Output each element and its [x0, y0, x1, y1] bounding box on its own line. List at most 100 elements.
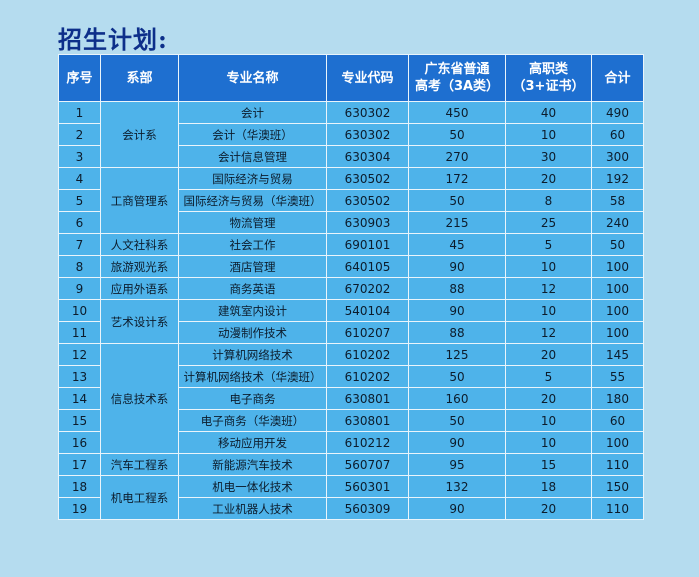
cell-major-code: 630801 — [326, 387, 409, 410]
cell-guangdong-exam-quota: 132 — [408, 475, 506, 498]
cell-major-name: 计算机网络技术 — [178, 343, 327, 366]
cell-total: 110 — [591, 497, 644, 520]
cell-major-code: 540104 — [326, 299, 409, 322]
header-major-name: 专业名称 — [178, 54, 327, 102]
cell-higher-vocational-quota: 10 — [505, 299, 592, 322]
cell-total: 100 — [591, 277, 644, 300]
cell-major-name: 会计信息管理 — [178, 145, 327, 168]
cell-total: 100 — [591, 255, 644, 278]
cell-major-code: 610207 — [326, 321, 409, 344]
header-total: 合计 — [591, 54, 644, 102]
cell-department: 应用外语系 — [100, 277, 179, 300]
cell-higher-vocational-quota: 10 — [505, 431, 592, 454]
cell-major-code: 560309 — [326, 497, 409, 520]
cell-department: 机电工程系 — [100, 475, 179, 520]
table-row: 17 汽车工程系 新能源汽车技术 560707 95 15 110 — [58, 453, 644, 476]
cell-seq: 6 — [58, 211, 101, 234]
cell-higher-vocational-quota: 12 — [505, 321, 592, 344]
cell-seq: 9 — [58, 277, 101, 300]
cell-major-code: 630304 — [326, 145, 409, 168]
cell-higher-vocational-quota: 30 — [505, 145, 592, 168]
header-higher-vocational-line1: 高职类 — [528, 62, 568, 77]
header-guangdong-exam: 广东省普通 高考（3A类） — [408, 54, 506, 102]
cell-seq: 12 — [58, 343, 101, 366]
enrollment-plan-table: 序号 系部 专业名称 专业代码 广东省普通 高考（3A类） 高职类 （3+证书）… — [58, 54, 644, 520]
cell-total: 300 — [591, 145, 644, 168]
table-row: 7 人文社科系 社会工作 690101 45 5 50 — [58, 233, 644, 256]
cell-major-name: 国际经济与贸易 — [178, 167, 327, 190]
cell-major-code: 610212 — [326, 431, 409, 454]
cell-guangdong-exam-quota: 90 — [408, 431, 506, 454]
cell-total: 55 — [591, 365, 644, 388]
table-body: 1 会计系 会计 630302 450 40 490 2 会计（华澳班） 630302 50 10 60… — [58, 101, 644, 520]
cell-total: 100 — [591, 299, 644, 322]
cell-higher-vocational-quota: 8 — [505, 189, 592, 212]
cell-guangdong-exam-quota: 450 — [408, 101, 506, 124]
cell-guangdong-exam-quota: 45 — [408, 233, 506, 256]
cell-total: 50 — [591, 233, 644, 256]
cell-major-code: 630302 — [326, 101, 409, 124]
header-seq: 序号 — [58, 54, 101, 102]
cell-guangdong-exam-quota: 270 — [408, 145, 506, 168]
cell-total: 240 — [591, 211, 644, 234]
cell-total: 150 — [591, 475, 644, 498]
cell-total: 110 — [591, 453, 644, 476]
cell-major-name: 酒店管理 — [178, 255, 327, 278]
cell-seq: 17 — [58, 453, 101, 476]
cell-department: 汽车工程系 — [100, 453, 179, 476]
cell-major-name: 会计 — [178, 101, 327, 124]
header-higher-vocational: 高职类 （3+证书） — [505, 54, 592, 102]
table-row: 5 国际经济与贸易（华澳班） 630502 50 8 58 — [58, 189, 644, 212]
cell-major-code: 560707 — [326, 453, 409, 476]
cell-major-name: 机电一体化技术 — [178, 475, 327, 498]
table-row: 3 会计信息管理 630304 270 30 300 — [58, 145, 644, 168]
cell-major-code: 610202 — [326, 365, 409, 388]
header-higher-vocational-line2: （3+证书） — [512, 79, 585, 94]
cell-total: 192 — [591, 167, 644, 190]
cell-seq: 19 — [58, 497, 101, 520]
cell-major-code: 630502 — [326, 167, 409, 190]
cell-department: 旅游观光系 — [100, 255, 179, 278]
cell-higher-vocational-quota: 20 — [505, 497, 592, 520]
cell-guangdong-exam-quota: 50 — [408, 123, 506, 146]
cell-department: 人文社科系 — [100, 233, 179, 256]
cell-guangdong-exam-quota: 50 — [408, 409, 506, 432]
cell-major-name: 建筑室内设计 — [178, 299, 327, 322]
cell-guangdong-exam-quota: 95 — [408, 453, 506, 476]
cell-major-name: 动漫制作技术 — [178, 321, 327, 344]
table-row: 13 计算机网络技术（华澳班） 610202 50 5 55 — [58, 365, 644, 388]
cell-seq: 11 — [58, 321, 101, 344]
cell-seq: 8 — [58, 255, 101, 278]
page-title: 招生计划: — [58, 25, 168, 54]
cell-major-code: 630302 — [326, 123, 409, 146]
cell-major-name: 社会工作 — [178, 233, 327, 256]
cell-guangdong-exam-quota: 172 — [408, 167, 506, 190]
cell-seq: 10 — [58, 299, 101, 322]
cell-higher-vocational-quota: 20 — [505, 343, 592, 366]
cell-major-code: 630903 — [326, 211, 409, 234]
cell-seq: 2 — [58, 123, 101, 146]
cell-seq: 3 — [58, 145, 101, 168]
cell-seq: 15 — [58, 409, 101, 432]
cell-guangdong-exam-quota: 88 — [408, 277, 506, 300]
cell-higher-vocational-quota: 10 — [505, 409, 592, 432]
cell-guangdong-exam-quota: 50 — [408, 365, 506, 388]
cell-higher-vocational-quota: 12 — [505, 277, 592, 300]
cell-guangdong-exam-quota: 90 — [408, 255, 506, 278]
cell-guangdong-exam-quota: 50 — [408, 189, 506, 212]
cell-department: 艺术设计系 — [100, 299, 179, 344]
cell-higher-vocational-quota: 5 — [505, 233, 592, 256]
cell-major-name: 计算机网络技术（华澳班） — [178, 365, 327, 388]
cell-guangdong-exam-quota: 90 — [408, 299, 506, 322]
table-row: 9 应用外语系 商务英语 670202 88 12 100 — [58, 277, 644, 300]
table-row: 1 会计系 会计 630302 450 40 490 — [58, 101, 644, 168]
cell-major-name: 新能源汽车技术 — [178, 453, 327, 476]
cell-guangdong-exam-quota: 215 — [408, 211, 506, 234]
cell-total: 60 — [591, 123, 644, 146]
table-row: 11 动漫制作技术 610207 88 12 100 — [58, 321, 644, 344]
cell-higher-vocational-quota: 18 — [505, 475, 592, 498]
cell-major-code: 560301 — [326, 475, 409, 498]
cell-department: 信息技术系 — [100, 343, 179, 454]
cell-total: 145 — [591, 343, 644, 366]
cell-seq: 18 — [58, 475, 101, 498]
